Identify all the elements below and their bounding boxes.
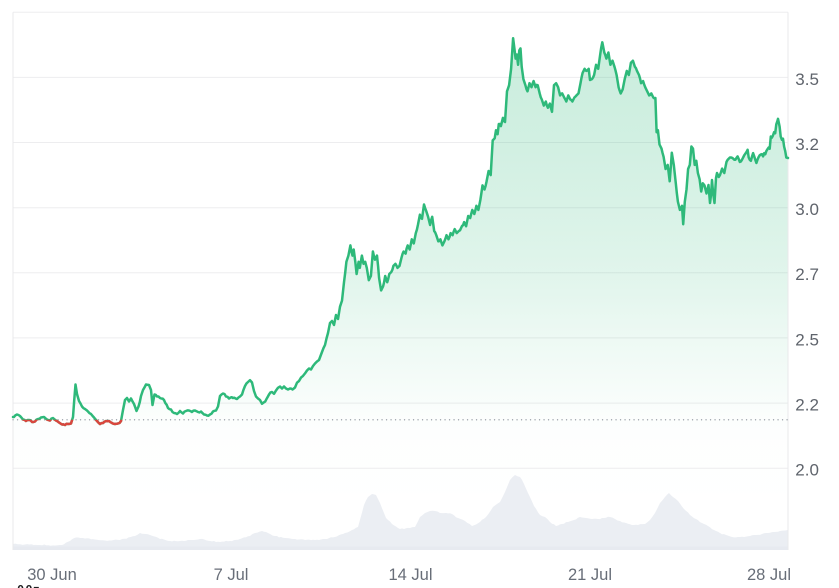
svg-text:2.2: 2.2 (795, 396, 819, 415)
svg-text:21 Jul: 21 Jul (568, 566, 612, 584)
svg-text:3.2: 3.2 (795, 135, 819, 154)
svg-text:2.5: 2.5 (795, 330, 819, 349)
svg-text:28 Jul: 28 Jul (747, 566, 791, 584)
svg-text:3.0: 3.0 (795, 200, 819, 219)
svg-text:3.5: 3.5 (795, 70, 819, 89)
svg-text:2.7: 2.7 (795, 265, 819, 284)
svg-text:2.0: 2.0 (795, 461, 819, 480)
svg-text:14 Jul: 14 Jul (388, 566, 432, 584)
svg-text:30 Jun: 30 Jun (27, 566, 77, 584)
svg-text:7 Jul: 7 Jul (214, 566, 249, 584)
svg-text:00: 00 (17, 583, 34, 588)
